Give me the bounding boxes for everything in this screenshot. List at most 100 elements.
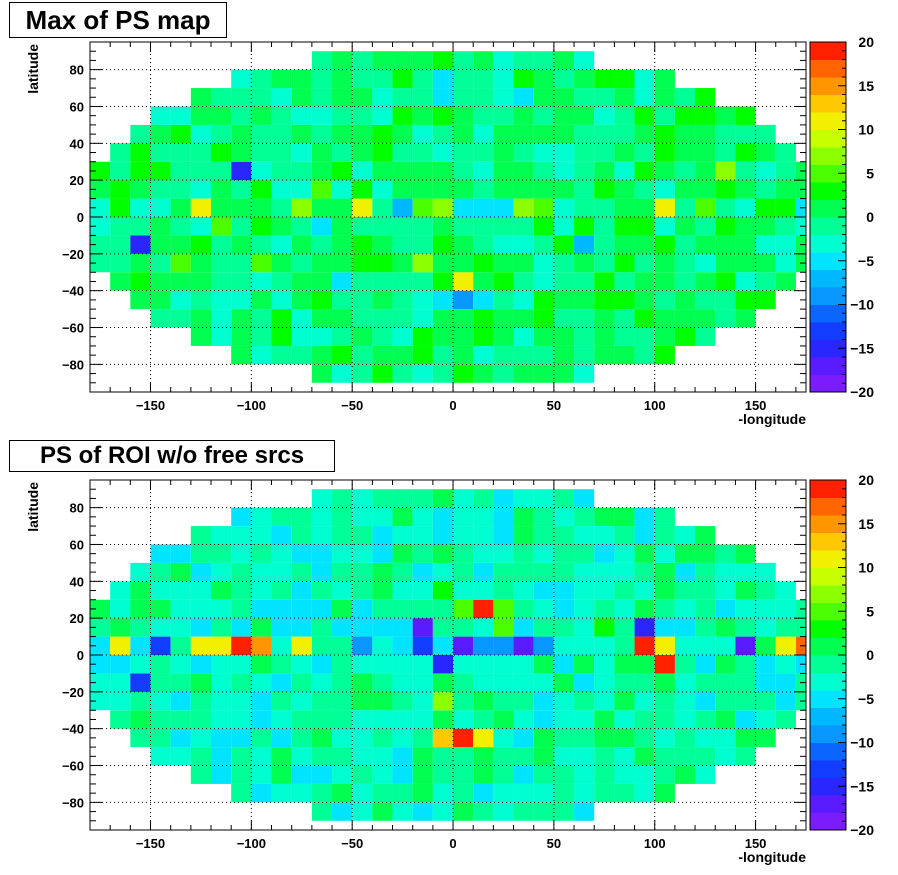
heatmap-cell [130, 161, 151, 181]
color-bar-bin [810, 322, 846, 340]
color-bar-bin [810, 620, 846, 638]
color-bar-bin [810, 812, 846, 831]
heatmap-cell [271, 526, 292, 545]
heatmap-cell [473, 728, 494, 748]
heatmap-cell [614, 562, 635, 582]
heatmap-cell [271, 618, 292, 637]
heatmap-cell [150, 673, 171, 692]
heatmap-cell [735, 272, 756, 291]
heatmap-cell [473, 290, 494, 310]
heatmap-cell [574, 691, 595, 711]
heatmap-cell [775, 198, 796, 217]
heatmap-cell [332, 747, 353, 766]
heatmap-cell [251, 161, 272, 181]
heatmap-cell [513, 544, 534, 563]
heatmap-cell [110, 599, 131, 619]
heatmap-cell [372, 327, 393, 346]
heatmap-cell [130, 728, 151, 748]
y-tick-label: 60 [70, 537, 84, 552]
heatmap-cell [392, 143, 413, 162]
heatmap-cell [311, 69, 333, 89]
heatmap-cell [150, 618, 171, 637]
heatmap-cell [311, 507, 333, 527]
heatmap-cell [473, 309, 494, 328]
heatmap-cell [130, 581, 151, 600]
heatmap-cell [735, 544, 756, 563]
heatmap-cell [634, 728, 655, 748]
heatmap-cell [513, 124, 534, 144]
heatmap-cell [674, 290, 696, 310]
heatmap-cell [432, 88, 454, 107]
heatmap-cell [594, 235, 615, 254]
heatmap-cell [190, 710, 212, 729]
heatmap-cell [473, 618, 494, 637]
heatmap-cell [291, 728, 312, 748]
heatmap-cell [251, 143, 272, 162]
heatmap-cell [634, 655, 655, 674]
color-bar-bin [810, 304, 846, 323]
heatmap-cell [352, 51, 373, 70]
heatmap-cell [211, 747, 232, 766]
heatmap-cell [735, 710, 756, 729]
heatmap-cell [311, 599, 333, 619]
heatmap-cell [513, 309, 534, 328]
heatmap-cell [614, 618, 635, 637]
chart-title: PS of ROI w/o free srcs [9, 440, 335, 472]
heatmap-cell [775, 161, 796, 181]
heatmap-cell [130, 290, 151, 310]
heatmap-cell [634, 272, 655, 291]
heatmap-cell [130, 272, 151, 291]
heatmap-cell [412, 88, 433, 107]
heatmap-cell [674, 180, 696, 199]
heatmap-cell [332, 161, 353, 181]
heatmap-cell [453, 544, 474, 563]
heatmap-cell [352, 161, 373, 181]
heatmap-cell [190, 581, 212, 600]
heatmap-cell [473, 69, 494, 89]
heatmap-cell [775, 253, 796, 273]
heatmap-cell [674, 765, 696, 784]
heatmap-cell [634, 217, 655, 236]
heatmap-cell [372, 655, 393, 674]
heatmap-cell [674, 253, 696, 273]
heatmap-cell [533, 599, 554, 619]
heatmap-cell [271, 655, 292, 674]
heatmap-cell [311, 309, 333, 328]
heatmap-cell [473, 51, 494, 70]
heatmap-cell [392, 327, 413, 346]
heatmap-cell [432, 599, 454, 619]
heatmap-cell [352, 765, 373, 784]
heatmap-cell [432, 618, 454, 637]
color-bar-bin [810, 550, 846, 568]
heatmap-cell [654, 161, 675, 181]
heatmap-cell [513, 562, 534, 582]
heatmap-cell [513, 526, 534, 545]
heatmap-cell [674, 88, 696, 107]
heatmap-cell [634, 783, 655, 803]
heatmap-cell [412, 364, 433, 383]
heatmap-cell [231, 710, 252, 729]
heatmap-cell [553, 143, 575, 162]
heatmap-cell [412, 728, 433, 748]
heatmap-cell [634, 124, 655, 144]
heatmap-cell [553, 526, 575, 545]
heatmap-cell [735, 124, 756, 144]
heatmap-cell [432, 143, 454, 162]
heatmap-cell [594, 309, 615, 328]
heatmap-cell [211, 124, 232, 144]
heatmap-cell [392, 309, 413, 328]
heatmap-cell [715, 198, 736, 217]
heatmap-cell [412, 51, 433, 70]
heatmap-cell [473, 88, 494, 107]
heatmap-cell [251, 526, 272, 545]
y-tick-label: 40 [70, 136, 84, 151]
x-tick-label: 150 [745, 398, 767, 413]
heatmap-cell [190, 180, 212, 199]
heatmap-cell [634, 106, 655, 125]
heatmap-cell [553, 180, 575, 199]
heatmap-cell [453, 253, 474, 273]
heatmap-cell [251, 691, 272, 711]
heatmap-cell [170, 106, 191, 125]
heatmap-cell [654, 272, 675, 291]
heatmap-cell [634, 636, 655, 655]
